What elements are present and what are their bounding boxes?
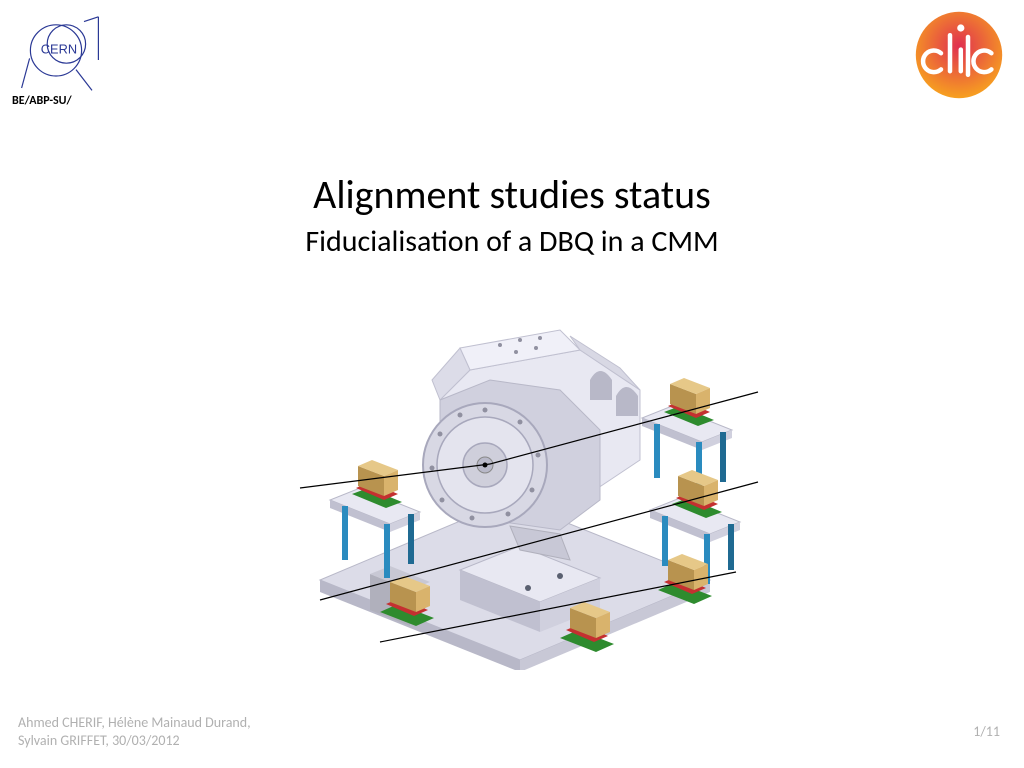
clic-logo <box>914 10 1004 100</box>
dbq-cad-figure <box>260 290 760 670</box>
title-main: Alignment studies status <box>0 170 1024 219</box>
authors-line2: Sylvain GRIFFET, 30/03/2012 <box>18 732 180 749</box>
cern-logo-text: CERN <box>41 42 77 57</box>
title-sub: Fiducialisation of a DBQ in a CMM <box>0 223 1024 260</box>
cern-logo: CERN <box>20 12 100 92</box>
dept-label: BE/ABP-SU/ <box>12 94 72 108</box>
authors-line1: Ahmed CHERIF, Hélène Mainaud Durand, <box>18 714 251 731</box>
title-block: Alignment studies status Fiducialisation… <box>0 170 1024 260</box>
footer-authors: Ahmed CHERIF, Hélène Mainaud Durand, Syl… <box>18 714 251 750</box>
footer-page: 1/11 <box>973 723 1000 740</box>
